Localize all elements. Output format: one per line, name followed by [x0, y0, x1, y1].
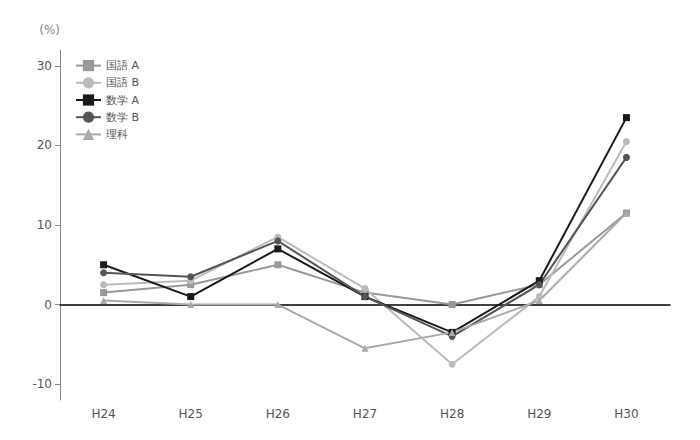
svg-text:H25: H25 — [179, 407, 203, 421]
svg-text:国語 A: 国語 A — [106, 59, 139, 72]
svg-text:H24: H24 — [91, 407, 115, 421]
svg-text:理科: 理科 — [106, 128, 128, 141]
svg-text:国語 B: 国語 B — [106, 76, 139, 89]
svg-text:(%): (%) — [39, 23, 60, 37]
svg-text:-10: -10 — [32, 377, 52, 391]
svg-text:H28: H28 — [440, 407, 464, 421]
svg-text:H29: H29 — [527, 407, 551, 421]
svg-text:H30: H30 — [614, 407, 638, 421]
svg-text:数学 A: 数学 A — [106, 94, 139, 107]
svg-text:H27: H27 — [353, 407, 377, 421]
svg-text:30: 30 — [37, 59, 52, 73]
svg-text:20: 20 — [37, 138, 52, 152]
svg-text:数学 B: 数学 B — [106, 111, 139, 124]
svg-text:0: 0 — [44, 298, 52, 312]
svg-text:H26: H26 — [266, 407, 290, 421]
svg-text:10: 10 — [37, 218, 52, 232]
